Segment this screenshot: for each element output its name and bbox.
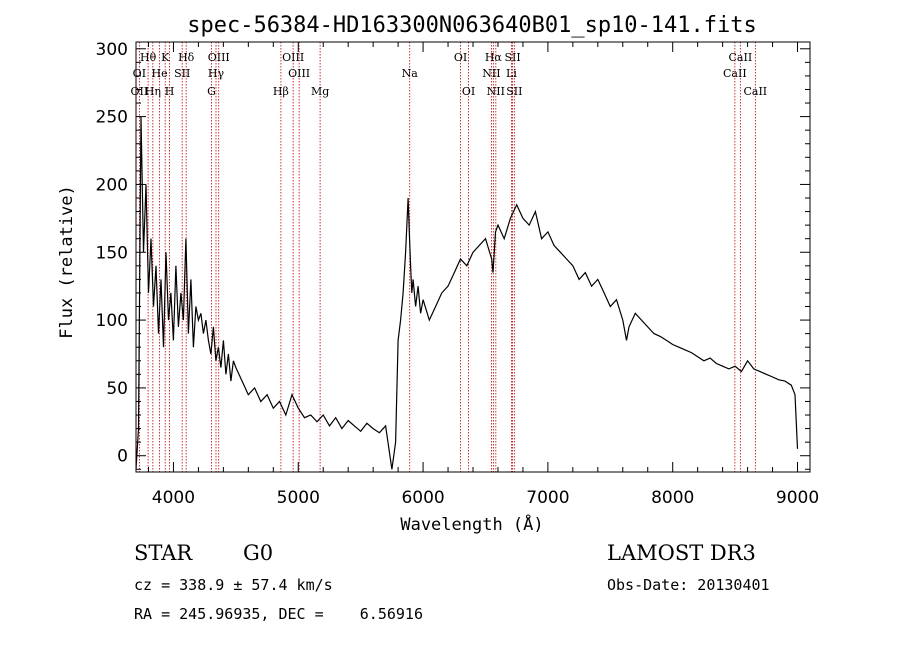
spectral-line-label: CaII (729, 51, 753, 64)
spectral-line-label: Hδ (178, 51, 195, 64)
y-tick-label: 300 (96, 40, 128, 60)
y-tick-label: 150 (96, 243, 128, 263)
y-tick-label: 250 (96, 108, 128, 128)
spectral-line-label: OI (454, 51, 467, 64)
obs-date-text: Obs-Date: 20130401 (607, 576, 770, 594)
y-tick-label: 100 (96, 311, 128, 331)
chart-title: spec-56384-HD163300N063640B01_sp10-141.f… (187, 13, 757, 38)
x-tick-label: 6000 (401, 488, 444, 508)
spectral-line-label: K (161, 51, 170, 64)
object-subclass: G0 (243, 541, 273, 565)
spectral-line-label: OIII (282, 51, 304, 64)
spectral-line-label: Hβ (273, 85, 289, 98)
plot-frame (135, 41, 811, 473)
spectral-line-label: OIII (208, 51, 230, 64)
x-tick-label: 5000 (277, 488, 320, 508)
spectral-line-label: OI (462, 85, 475, 98)
spectral-line-label: NII (482, 67, 500, 80)
x-axis-ticks: 4000 5000 6000 7000 8000 9000 (147, 42, 819, 508)
spectral-line-label: Hη (145, 85, 161, 98)
y-tick-label: 200 (96, 175, 128, 195)
spectral-line-label: He (152, 67, 168, 80)
spectral-line-label: OI (133, 67, 146, 80)
y-axis-label: Flux (relative) (57, 185, 77, 339)
spectral-line-label: Hθ (140, 51, 157, 64)
spectral-line-label: Mg (311, 85, 329, 98)
redshift-text: cz = 338.9 ± 57.4 km/s (134, 576, 333, 594)
spectral-line-label: SII (174, 67, 190, 80)
flux-series-line (135, 116, 799, 470)
survey-name: LAMOST DR3 (607, 541, 756, 565)
x-axis-label: Wavelength (Å) (400, 513, 543, 535)
spectral-line-label: Hα (485, 51, 503, 64)
spectral-line-label: G (207, 85, 216, 98)
x-tick-label: 4000 (152, 488, 195, 508)
x-tick-label: 7000 (526, 488, 569, 508)
spectral-line-markers (138, 42, 756, 472)
y-tick-label: 50 (106, 379, 128, 399)
spectral-line-label: Hγ (208, 67, 225, 80)
object-class: STAR (134, 541, 193, 565)
y-axis-ticks: 0 50 100 150 200 250 300 (96, 40, 810, 470)
spectral-line-label: NII (487, 85, 505, 98)
spectral-line-label: CaII (743, 85, 767, 98)
spectral-line-label: OII (131, 85, 149, 98)
y-tick-label: 0 (117, 447, 128, 467)
x-tick-label: 8000 (651, 488, 694, 508)
spectral-line-label: H (165, 85, 175, 98)
spectral-line-label: Li (506, 67, 517, 80)
coordinates-text: RA = 245.96935, DEC = 6.56916 (134, 605, 423, 623)
spectral-line-label: OIII (288, 67, 310, 80)
x-tick-label: 9000 (776, 488, 819, 508)
spectral-line-label: SII (504, 51, 520, 64)
spectral-line-label: SII (506, 85, 522, 98)
spectral-line-label: CaII (723, 67, 747, 80)
spectral-line-label: Na (402, 67, 419, 80)
